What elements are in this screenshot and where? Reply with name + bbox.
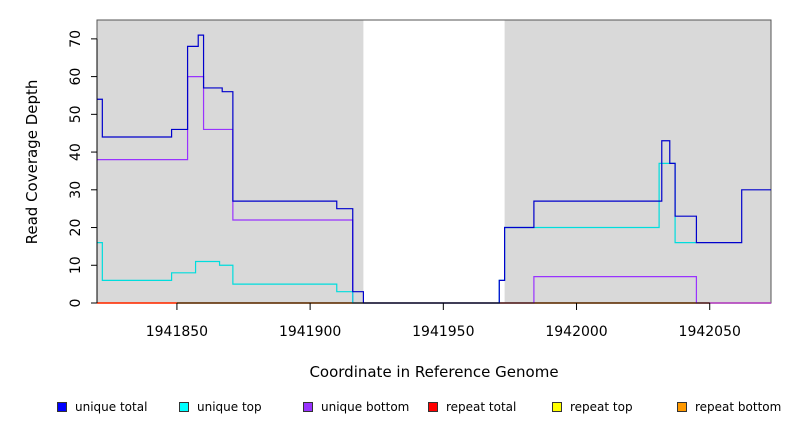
- legend-swatch: [552, 402, 562, 412]
- legend-swatch: [677, 402, 687, 412]
- legend-item-repeat-total: repeat total: [428, 400, 516, 414]
- legend-item-repeat-top: repeat top: [552, 400, 633, 414]
- y-tick-label: 60: [68, 68, 84, 86]
- legend-swatch: [57, 402, 67, 412]
- x-axis-title: Coordinate in Reference Genome: [309, 363, 558, 381]
- legend: unique total unique top unique bottom repea…: [0, 400, 792, 418]
- y-tick-label: 70: [68, 30, 84, 48]
- legend-swatch: [428, 402, 438, 412]
- y-tick-label: 50: [68, 105, 84, 123]
- series-unique-total: [97, 34, 771, 304]
- shaded-region-2: [504, 20, 771, 303]
- legend-label: unique bottom: [321, 400, 410, 414]
- legend-swatch: [179, 402, 189, 412]
- y-tick-label: 10: [68, 256, 84, 274]
- legend-label: unique total: [75, 400, 148, 414]
- legend-label: repeat top: [570, 400, 633, 414]
- series-unique-top: [97, 162, 697, 304]
- legend-label: repeat bottom: [695, 400, 782, 414]
- legend-item-unique-total: unique total: [57, 400, 147, 414]
- x-tick-label: 1942050: [679, 324, 741, 340]
- legend-item-repeat-bottom: repeat bottom: [677, 400, 781, 414]
- shaded-region-1: [97, 20, 364, 303]
- shaded-regions: [97, 20, 771, 303]
- y-axis-title: Read Coverage Depth: [23, 80, 41, 245]
- series-unique-bottom: [97, 75, 771, 304]
- x-tick-label: 1941850: [146, 324, 208, 340]
- legend-item-unique-bottom: unique bottom: [303, 400, 409, 414]
- legend-label: repeat total: [446, 400, 517, 414]
- y-tick-label: 20: [68, 219, 84, 237]
- x-tick-label: 1941900: [279, 324, 341, 340]
- y-tick-label: 0: [68, 299, 84, 308]
- legend-swatch: [303, 402, 313, 412]
- y-axis: 0 10 20 30 40 50 60 70: [68, 30, 98, 308]
- x-axis: 1941850 1941900 1941950 1942000 1942050: [146, 302, 741, 340]
- legend-item-unique-top: unique top: [179, 400, 262, 414]
- y-tick-label: 40: [68, 143, 84, 161]
- x-tick-label: 1942000: [545, 324, 607, 340]
- x-tick-label: 1941950: [412, 324, 474, 340]
- legend-label: unique top: [197, 400, 262, 414]
- y-tick-label: 30: [68, 181, 84, 199]
